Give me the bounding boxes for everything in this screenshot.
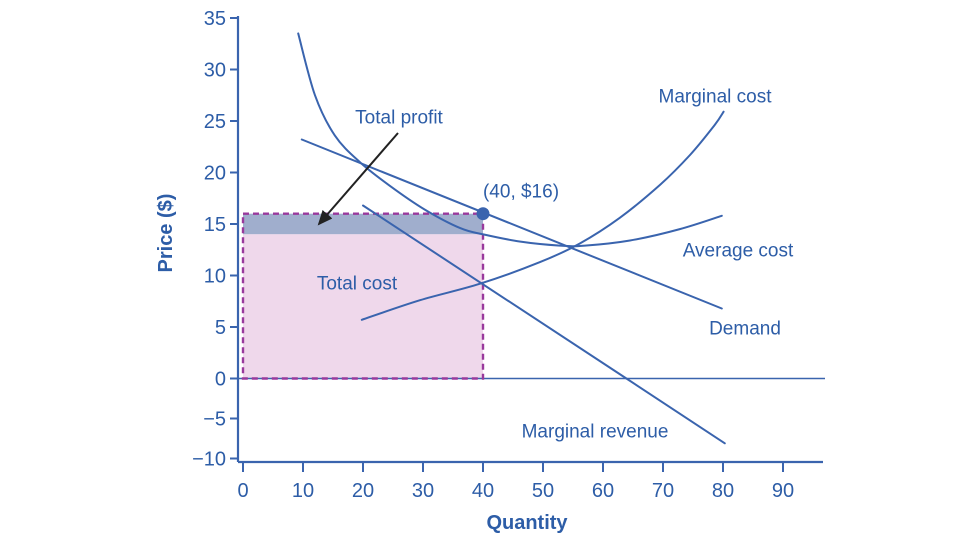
- y-tick-label: 5: [215, 317, 226, 339]
- average-cost-label: Average cost: [682, 240, 794, 262]
- x-tick-label: 40: [472, 480, 494, 502]
- x-tick-label: 80: [712, 480, 734, 502]
- y-tick-label: 15: [204, 214, 226, 236]
- demand-curve: [300, 138, 723, 310]
- marginal-revenue-label: Marginal revenue: [521, 421, 669, 443]
- profit-point-label: (40, $16): [482, 181, 560, 203]
- y-tick-label: 30: [204, 60, 226, 82]
- x-tick-label: 60: [592, 480, 614, 502]
- marginal-cost-curve: [360, 110, 725, 321]
- marginal-cost-label: Marginal cost: [658, 86, 772, 108]
- total-profit-arrow: [317, 132, 399, 226]
- y-tick-label: 10: [204, 266, 226, 288]
- total-profit-label: Total profit: [355, 107, 443, 129]
- x-tick-label: 30: [412, 480, 434, 502]
- y-tick-label: 0: [215, 369, 226, 391]
- x-tick-label: 20: [352, 480, 374, 502]
- x-axis-title: Quantity: [486, 512, 568, 534]
- dashed-box: [241, 212, 485, 380]
- y-tick-label: 25: [204, 111, 226, 133]
- y-axis-title: Price ($): [155, 193, 177, 273]
- total-cost-region: [243, 234, 483, 379]
- total-cost-label: Total cost: [316, 273, 398, 295]
- average-cost-curve: [297, 32, 723, 248]
- y-tick-label: −10: [192, 449, 226, 471]
- x-tick-label: 50: [532, 480, 554, 502]
- x-tick-label: 70: [652, 480, 674, 502]
- demand-label: Demand: [709, 318, 781, 340]
- x-tick-label: 0: [237, 480, 248, 502]
- profit-point-dot: [476, 207, 490, 221]
- x-tick-label: 90: [772, 480, 794, 502]
- y-tick-label: 20: [204, 163, 226, 185]
- y-tick-label: 35: [204, 8, 226, 30]
- marginal-revenue-curve: [362, 204, 726, 445]
- x-tick-label: 10: [292, 480, 314, 502]
- y-tick-label: −5: [203, 409, 226, 431]
- total-profit-region: [243, 213, 483, 235]
